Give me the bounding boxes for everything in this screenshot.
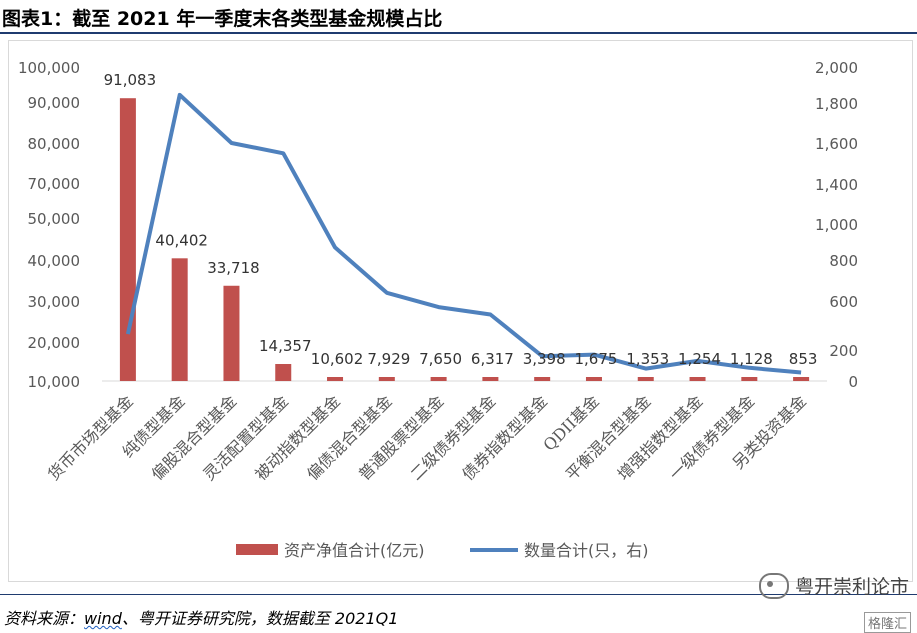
left-axis-tick-label: 20,000: [28, 334, 81, 352]
watermark-small: 格隆汇: [863, 612, 911, 633]
source-prefix: 资料来源：: [4, 609, 85, 628]
left-axis-tick-label: 70,000: [28, 175, 81, 193]
bar-value-label: 853: [789, 350, 818, 368]
legend-line-label: 数量合计(只，右): [524, 541, 649, 560]
legend-bar-swatch: [236, 544, 278, 555]
right-axis-tick-label: 1,400: [815, 176, 858, 194]
right-axis-tick-label: 600: [829, 293, 858, 311]
left-axis-tick-label: 30,000: [28, 293, 81, 311]
bar-value-label: 1,254: [678, 350, 721, 368]
left-axis-tick-label: 50,000: [28, 210, 81, 228]
bar: [482, 377, 499, 381]
bar-value-label: 3,398: [523, 350, 566, 368]
bar: [275, 364, 292, 381]
left-axis-tick-label: 100,000: [18, 59, 80, 77]
category-label: 货币市场型基金: [44, 391, 137, 484]
right-axis-tick-label: 200: [829, 342, 858, 360]
left-axis-tick-label: 40,000: [28, 252, 81, 270]
bar-value-label: 40,402: [155, 231, 208, 249]
right-axis-tick-label: 800: [829, 252, 858, 270]
wechat-icon: [758, 572, 789, 599]
series-line: [125, 92, 802, 375]
bar: [430, 377, 447, 381]
bottom-rule: [0, 594, 917, 595]
chart-frame: [8, 40, 913, 582]
bar-value-label: 10,602: [311, 350, 364, 368]
right-axis-tick-label: 2,000: [815, 59, 858, 77]
bar-value-label: 1,353: [626, 350, 669, 368]
bar: [793, 377, 810, 381]
bar-value-label: 7,929: [367, 350, 410, 368]
source-note: 资料来源：wind、粤开证券研究院，数据截至 2021Q1: [4, 605, 398, 629]
bar-value-label: 1,675: [574, 350, 617, 368]
bar-value-label: 91,083: [104, 71, 157, 89]
top-rule: [0, 32, 917, 34]
bar: [119, 98, 136, 381]
right-axis-tick-label: 0: [848, 373, 858, 391]
bar: [585, 377, 602, 381]
left-axis-tick-label: 90,000: [28, 94, 81, 112]
chart-title: 图表1：截至 2021 年一季度末各类型基金规模占比: [2, 8, 443, 30]
right-axis-tick-label: 1,800: [815, 95, 858, 113]
watermark: 粤开崇利论市: [758, 572, 909, 599]
bar: [741, 377, 758, 381]
left-axis-tick-label: 80,000: [28, 135, 81, 153]
right-axis-tick-label: 1,000: [815, 216, 858, 234]
bar: [378, 377, 395, 381]
bar-value-label: 14,357: [259, 337, 312, 355]
bar-value-label: 6,317: [471, 350, 514, 368]
bar-value-label: 1,128: [730, 350, 773, 368]
source-wind: wind: [84, 609, 122, 628]
legend-bar-label: 资产净值合计(亿元): [284, 541, 425, 560]
bar: [223, 285, 240, 381]
watermark-text: 粤开崇利论市: [794, 576, 909, 598]
bar: [327, 377, 344, 381]
fund-scale-chart: 10,000 20,000 30,000 40,000 50,000 70,000 80,0…: [18, 59, 858, 560]
left-axis-tick-label: 10,000: [28, 373, 81, 391]
bar: [637, 377, 654, 381]
bar: [689, 377, 706, 381]
bar: [534, 377, 551, 381]
bar-value-label: 7,650: [419, 350, 462, 368]
bar-value-label: 33,718: [207, 259, 260, 277]
right-axis-tick-label: 1,600: [815, 135, 858, 153]
bar: [171, 258, 188, 381]
source-rest: 、粤开证券研究院，数据截至 2021Q1: [121, 609, 399, 628]
